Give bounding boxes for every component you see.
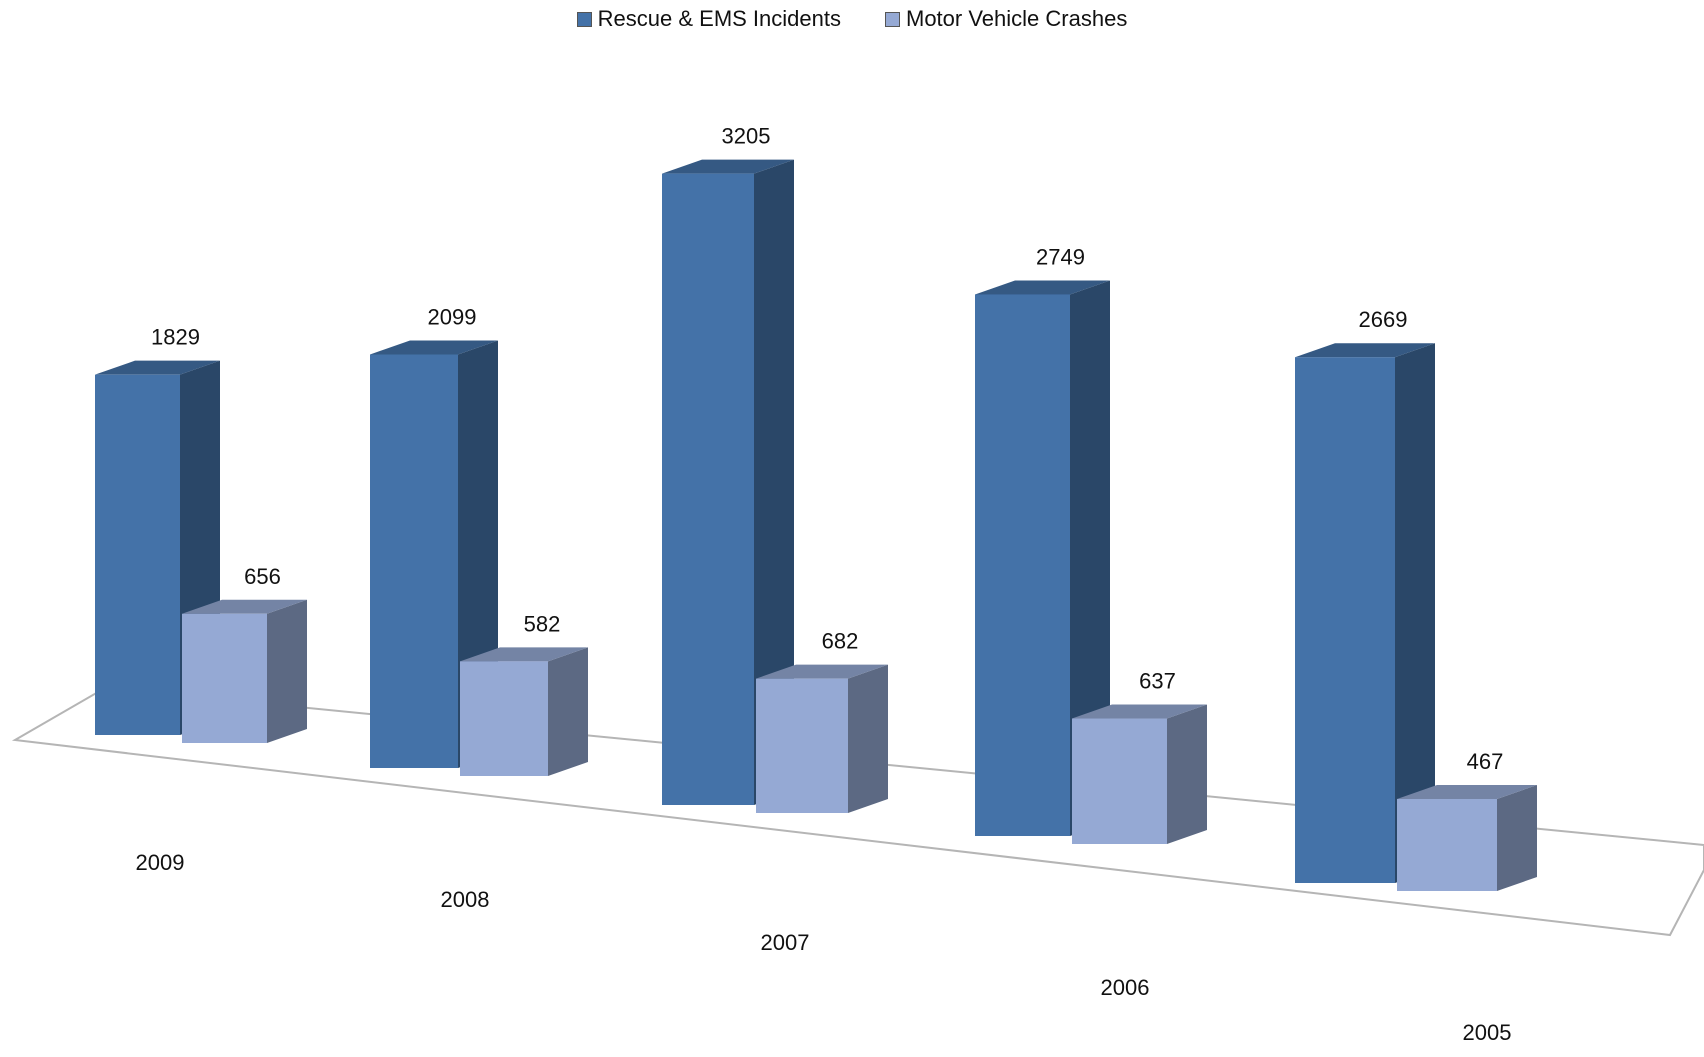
bar-top (370, 340, 498, 355)
bar (756, 678, 848, 813)
floor-plane (11, 686, 1704, 937)
data-label: 2099 (428, 304, 477, 329)
x-tick-label: 2005 (1463, 1020, 1512, 1045)
legend-swatch-icon (885, 11, 900, 27)
bar (1397, 799, 1497, 891)
data-label: 582 (524, 611, 561, 636)
bar-top (182, 599, 307, 614)
bar (1295, 357, 1395, 883)
data-label: 1829 (151, 325, 200, 350)
bar-side (754, 159, 794, 806)
data-label: 656 (244, 564, 281, 589)
bar-side (1395, 343, 1435, 883)
x-tick-label: 2006 (1101, 975, 1150, 1000)
data-label: 467 (1467, 749, 1504, 774)
bar-top (1397, 785, 1537, 800)
bar (95, 374, 180, 735)
data-label: 637 (1139, 669, 1176, 694)
legend-label: Motor Vehicle Crashes (906, 6, 1128, 31)
legend-item-series-1: Rescue & EMS Incidents (576, 6, 841, 32)
legend-label: Rescue & EMS Incidents (597, 6, 841, 31)
bar-top (662, 159, 794, 174)
bar-side (848, 664, 888, 813)
bar-top (1295, 343, 1435, 358)
x-tick-label: 2009 (136, 850, 185, 875)
bar (182, 613, 267, 743)
x-tick-label: 2008 (441, 887, 490, 912)
bar-top (460, 647, 588, 662)
legend-item-series-2: Motor Vehicle Crashes (885, 6, 1127, 32)
data-label: 2669 (1359, 307, 1408, 332)
bar-side (1167, 704, 1207, 844)
data-label: 2749 (1036, 244, 1085, 269)
x-tick-label: 2007 (761, 930, 810, 955)
bar-side (267, 599, 307, 743)
bar-top (975, 280, 1110, 295)
bar (1072, 718, 1167, 844)
bar (975, 294, 1070, 836)
bar (370, 354, 458, 768)
legend-swatch-icon (576, 11, 592, 27)
bar-top (95, 360, 220, 375)
data-label: 3205 (722, 124, 771, 149)
bar-side (548, 647, 588, 776)
bar-side (1497, 785, 1537, 891)
bar-top (1072, 704, 1207, 719)
bar-side (1070, 280, 1110, 836)
data-label: 682 (822, 629, 859, 654)
bar (460, 661, 548, 776)
bar-top (756, 664, 888, 679)
legend: Rescue & EMS Incidents Motor Vehicle Cra… (0, 6, 1704, 32)
bar (662, 173, 754, 806)
